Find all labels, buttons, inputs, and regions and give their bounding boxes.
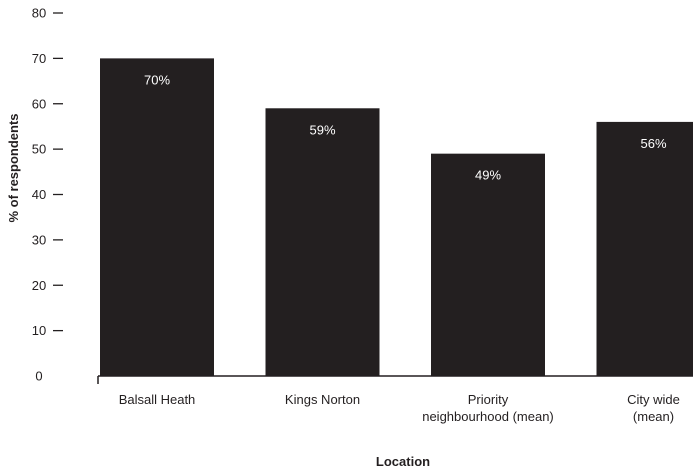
y-tick-label: 0 [35, 369, 42, 384]
y-tick-label: 50 [32, 142, 46, 157]
x-category-label: Kings Norton [285, 392, 360, 407]
bar-data-label: 59% [309, 122, 335, 137]
x-category-label: (mean) [633, 409, 674, 424]
bar-data-label: 70% [144, 72, 170, 87]
bar-data-label: 56% [640, 136, 666, 151]
y-tick-label: 80 [32, 6, 46, 21]
y-axis: 0 10 20 30 40 50 60 70 80 [32, 6, 63, 384]
x-axis-title: Location [376, 454, 430, 469]
y-tick-label: 40 [32, 187, 46, 202]
bar [431, 153, 545, 376]
x-category-label: Balsall Heath [119, 392, 196, 407]
bar [596, 121, 693, 377]
bars: 70% 59% 49% 56% [100, 58, 693, 377]
x-category-label: neighbourhood (mean) [422, 409, 554, 424]
x-category-label: Priority [468, 392, 509, 407]
y-tick-label: 30 [32, 232, 46, 247]
x-axis: Balsall Heath Kings Norton Priority neighbo… [97, 375, 693, 424]
y-tick-label: 10 [32, 323, 46, 338]
bar-data-label: 49% [475, 168, 501, 183]
x-category-label: City wide [627, 392, 680, 407]
y-axis-title: % of respondents [6, 113, 21, 222]
y-tick-label: 60 [32, 96, 46, 111]
bar [265, 108, 380, 376]
y-tick-label: 20 [32, 278, 46, 293]
bar [100, 58, 214, 376]
y-tick-label: 70 [32, 51, 46, 66]
